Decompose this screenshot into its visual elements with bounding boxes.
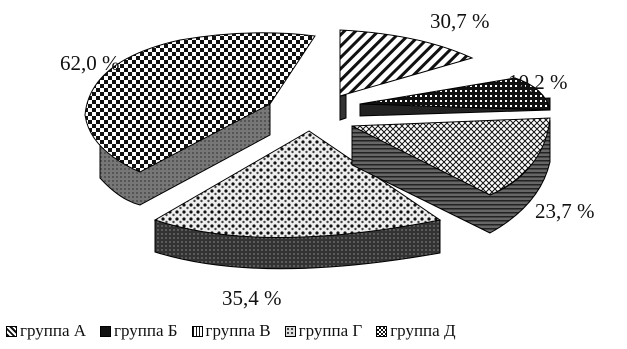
legend-label-v: группа В [205,321,271,340]
legend-swatch-b [100,325,112,337]
slice-v-top [351,117,551,196]
legend-label-d: группа Д [390,321,456,340]
legend-swatch-d [376,325,388,337]
slice-a-top [339,29,474,97]
slice-g-top [153,130,442,238]
slice-group-d [84,32,316,206]
legend-swatch-a [6,325,17,337]
label-slice-b: 10,2 % [508,70,568,94]
slice-group-a [339,29,474,121]
legend-swatch-v [191,325,203,337]
slice-group-v [351,117,551,234]
slice-d-side [99,103,271,206]
label-slice-d: 62,0 % [60,51,120,75]
slice-group-b [359,77,551,117]
label-slice-g: 35,4 % [222,286,282,310]
label-slice-a: 30,7 % [430,9,490,33]
slice-group-g [153,130,442,270]
legend-label-b: группа Б [114,321,178,340]
slice-a-side [339,94,347,121]
label-slice-v: 23,7 % [535,199,595,223]
legend-item-g: группа Г [284,321,363,341]
legend-item-v: группа В [191,321,271,341]
slice-b-top [359,77,551,111]
legend-label-a: группа А [20,321,87,340]
slice-d-top [84,32,316,173]
legend-swatch-g [284,325,296,337]
legend: группа А группа Б группа В группа Г груп… [6,321,621,341]
legend-item-b: группа Б [100,321,178,341]
legend-label-g: группа Г [298,321,363,340]
legend-item-a: группа А [6,321,86,341]
legend-item-d: группа Д [376,321,456,341]
